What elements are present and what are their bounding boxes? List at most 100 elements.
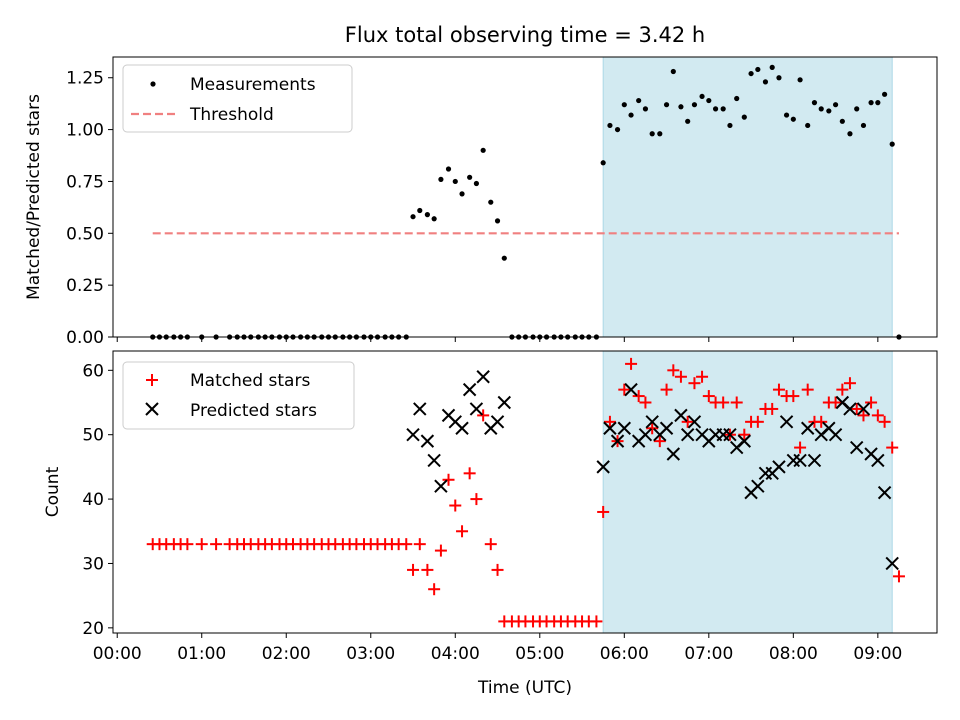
x-tick-label: 06:00 xyxy=(600,644,649,664)
legend-label-matched: Matched stars xyxy=(190,371,310,391)
matched-star-point xyxy=(843,377,856,390)
legend-marker-predicted xyxy=(145,402,159,416)
matched-star-point xyxy=(702,390,715,403)
predicted-star-point xyxy=(843,402,857,416)
matched-star-point xyxy=(829,396,842,409)
observing-span-top xyxy=(602,56,893,338)
matched-star-point xyxy=(801,383,814,396)
predicted-star-point xyxy=(877,485,892,500)
y-tick-label: 1.00 xyxy=(66,121,104,141)
measurement-point xyxy=(670,68,676,75)
measurement-point xyxy=(783,112,790,118)
measurement-point xyxy=(882,91,888,97)
matched-star-point xyxy=(730,396,743,409)
predicted-star-point xyxy=(455,421,469,435)
measurement-point xyxy=(720,106,726,112)
measurement-point xyxy=(628,112,634,118)
measurement-point xyxy=(889,141,895,147)
y-axis-label-bottom: Count xyxy=(43,466,63,517)
y-axis-ticks-bottom: 20 30 40 50 60 xyxy=(82,361,113,639)
axes-frame-bottom xyxy=(112,350,938,634)
axes-frame-top xyxy=(112,56,938,338)
measurement-point xyxy=(438,176,444,182)
predicted-star-point xyxy=(462,382,477,397)
matched-star-point xyxy=(865,396,878,409)
measurement-point xyxy=(678,104,684,110)
measurement-point xyxy=(501,255,507,261)
predicted-star-point xyxy=(420,434,435,448)
measurement-point xyxy=(712,106,719,112)
measurement-point xyxy=(488,199,494,205)
measurement-point xyxy=(494,218,501,224)
matched-star-point xyxy=(181,538,194,551)
measurement-point xyxy=(663,102,670,108)
matched-star-point xyxy=(836,383,849,396)
legend-box-top xyxy=(122,64,353,133)
matched-star-point xyxy=(892,570,905,583)
predicted-star-point xyxy=(885,556,899,571)
measurement-point xyxy=(699,93,705,100)
x-tick-label: 00:00 xyxy=(93,644,142,664)
y-tick-label: 30 xyxy=(82,554,104,574)
observing-span-rect xyxy=(602,56,893,338)
matched-star-point xyxy=(674,370,687,383)
matched-star-point xyxy=(477,409,490,422)
matched-star-point xyxy=(442,473,455,486)
measurement-point xyxy=(860,122,867,129)
matched-star-point xyxy=(653,435,666,448)
legend-label-measurements: Measurements xyxy=(190,75,316,95)
y-tick-label: 0.50 xyxy=(66,224,104,244)
predicted-star-point xyxy=(807,453,822,468)
measurement-points xyxy=(150,64,902,340)
measurement-point xyxy=(452,178,458,185)
measurement-point xyxy=(467,174,473,180)
matched-star-point xyxy=(646,422,659,435)
legend-box-bottom xyxy=(122,361,355,430)
predicted-star-point xyxy=(469,402,484,416)
measurement-point xyxy=(621,102,627,108)
matched-star-point xyxy=(886,441,899,454)
predicted-star-point xyxy=(497,395,512,410)
matched-star-point xyxy=(195,538,208,551)
y-axis-ticks-top: 0.00 0.25 0.50 0.75 1.00 1.25 xyxy=(66,69,113,348)
measurement-point xyxy=(614,126,621,133)
predicted-star-point xyxy=(476,370,490,384)
matched-star-points xyxy=(146,357,905,628)
x-tick-label: 07:00 xyxy=(684,644,733,664)
measurement-point xyxy=(600,160,606,166)
predicted-star-point xyxy=(751,479,765,493)
legend-label-predicted: Predicted stars xyxy=(190,401,317,421)
measurement-point xyxy=(691,102,698,108)
measurement-point xyxy=(868,100,874,106)
y-axis-label-top: Matched/Predicted stars xyxy=(24,94,44,300)
y-tick-label: 40 xyxy=(82,490,104,510)
predicted-star-point xyxy=(617,421,632,435)
predicted-star-point xyxy=(413,402,427,416)
y-tick-label: 1.25 xyxy=(66,69,104,89)
y-tick-label: 0.75 xyxy=(66,172,104,192)
predicted-star-point xyxy=(645,415,659,429)
measurement-point xyxy=(417,207,423,214)
panel-ratio: 0.00 0.25 0.50 0.75 1.00 1.25 Matched/Predict… xyxy=(24,56,938,348)
predicted-star-points xyxy=(406,370,899,571)
measurement-point xyxy=(706,97,712,104)
matched-star-point xyxy=(597,505,610,518)
y-tick-label: 20 xyxy=(82,619,104,639)
measurement-point xyxy=(636,97,642,104)
legend-label-threshold: Threshold xyxy=(189,105,274,125)
predicted-star-point xyxy=(737,434,752,448)
predicted-star-point xyxy=(659,421,674,435)
predicted-star-point xyxy=(687,415,702,429)
predicted-star-point xyxy=(427,453,441,468)
measurement-point xyxy=(424,212,430,218)
matched-star-point xyxy=(449,499,462,512)
matched-star-point xyxy=(751,415,764,428)
y-tick-label: 60 xyxy=(82,361,104,381)
matched-star-point xyxy=(772,383,785,396)
measurement-point xyxy=(875,100,881,106)
matched-star-point xyxy=(681,415,694,428)
matched-star-point xyxy=(667,364,680,377)
predicted-star-point xyxy=(490,415,505,429)
observing-span-bottom xyxy=(602,350,893,634)
matched-star-point xyxy=(428,583,441,596)
